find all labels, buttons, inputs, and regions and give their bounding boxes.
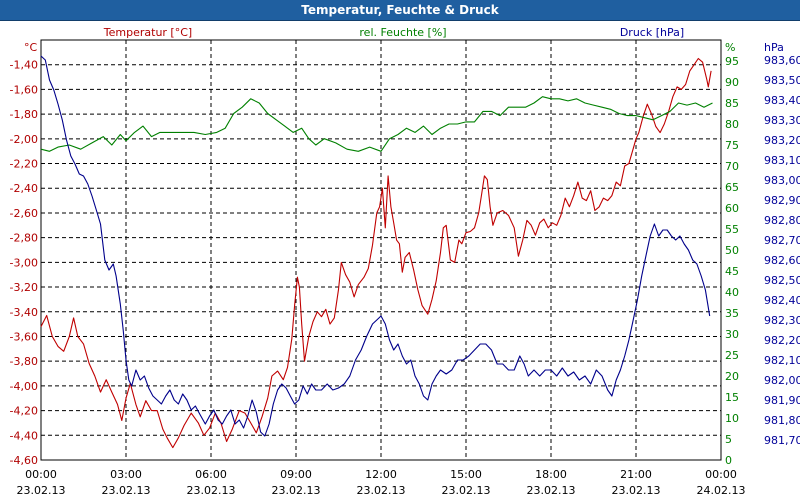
x-tick-time: 15:00: [450, 468, 482, 481]
humidity-tick-label: 15: [725, 391, 739, 404]
pressure-tick-label: 983,50: [764, 74, 800, 87]
temperature-tick-label: -3,40: [10, 306, 38, 319]
pressure-tick-label: 982,50: [764, 274, 800, 287]
pressure-tick-label: 981,70: [764, 434, 800, 447]
pressure-axis-label: Druck [hPa]: [620, 26, 684, 39]
axes: 00:00 23.02.13 03:00 23.02.13 06:00 23.02.13 0…: [10, 26, 800, 497]
humidity-series-line: [40, 96, 713, 152]
humidity-tick-label: 85: [725, 97, 739, 110]
humidity-tick-label: 0: [725, 454, 732, 467]
temperature-tick-label: -1,60: [10, 83, 38, 96]
temperature-tick-label: -3,60: [10, 330, 38, 343]
humidity-tick-label: 95: [725, 55, 739, 68]
pressure-tick-label: 983,20: [764, 134, 800, 147]
humidity-tick-label: 45: [725, 265, 739, 278]
temperature-tick-label: -2,40: [10, 182, 38, 195]
humidity-tick-label: 40: [725, 286, 739, 299]
temperature-tick-label: -4,40: [10, 429, 38, 442]
temperature-tick-label: -3,80: [10, 355, 38, 368]
temperature-axis-label: Temperatur [°C]: [103, 26, 192, 39]
humidity-tick-label: 80: [725, 118, 739, 131]
pressure-tick-label: 982,80: [764, 214, 800, 227]
x-tick-time: 00:00: [705, 468, 737, 481]
x-tick-time: 00:00: [25, 468, 57, 481]
temperature-series-line: [40, 57, 712, 449]
temperature-tick-label: -2,80: [10, 232, 38, 245]
humidity-tick-label: 65: [725, 181, 739, 194]
title-bar: Temperatur, Feuchte & Druck: [0, 0, 800, 21]
humidity-tick-label: 55: [725, 223, 739, 236]
temperature-tick-label: -4,20: [10, 405, 38, 418]
x-tick-date: 23.02.13: [357, 484, 406, 497]
x-tick-time: 21:00: [620, 468, 652, 481]
humidity-tick-label: 60: [725, 202, 739, 215]
temperature-tick-label: -4,60: [10, 454, 38, 467]
x-tick-date: 24.02.13: [697, 484, 746, 497]
pressure-tick-label: 982,40: [764, 294, 800, 307]
temperature-tick-label: -1,40: [10, 59, 38, 72]
x-tick-time: 18:00: [535, 468, 567, 481]
pressure-tick-label: 983,60: [764, 54, 800, 67]
x-tick-time: 03:00: [110, 468, 142, 481]
pressure-tick-label: 981,80: [764, 414, 800, 427]
pressure-tick-label: 982,90: [764, 194, 800, 207]
temperature-tick-label: -1,80: [10, 108, 38, 121]
pressure-series-line: [40, 55, 711, 437]
humidity-tick-label: 50: [725, 244, 739, 257]
x-tick-date: 23.02.13: [272, 484, 321, 497]
pressure-tick-label: 983,40: [764, 94, 800, 107]
humidity-tick-label: 20: [725, 370, 739, 383]
pressure-unit: hPa: [764, 41, 784, 54]
pressure-tick-label: 981,90: [764, 394, 800, 407]
humidity-tick-label: 5: [725, 433, 732, 446]
humidity-tick-label: 35: [725, 307, 739, 320]
temperature-tick-label: -2,00: [10, 133, 38, 146]
humidity-tick-label: 25: [725, 349, 739, 362]
pressure-tick-label: 982,60: [764, 254, 800, 267]
humidity-tick-label: 30: [725, 328, 739, 341]
pressure-tick-label: 983,10: [764, 154, 800, 167]
temperature-tick-label: -4,00: [10, 380, 38, 393]
pressure-tick-label: 983,30: [764, 114, 800, 127]
x-tick-time: 06:00: [195, 468, 227, 481]
x-tick-date: 23.02.13: [102, 484, 151, 497]
pressure-tick-label: 982,70: [764, 234, 800, 247]
temperature-unit: °C: [24, 41, 38, 54]
x-tick-date: 23.02.13: [442, 484, 491, 497]
humidity-tick-label: 10: [725, 412, 739, 425]
temperature-tick-label: -2,20: [10, 158, 38, 171]
temperature-tick-label: -2,60: [10, 207, 38, 220]
temperature-tick-label: -3,00: [10, 256, 38, 269]
humidity-tick-label: 75: [725, 139, 739, 152]
humidity-tick-label: 70: [725, 160, 739, 173]
x-tick-date: 23.02.13: [17, 484, 66, 497]
humidity-tick-label: 90: [725, 76, 739, 89]
series-lines: [40, 55, 713, 449]
x-tick-date: 23.02.13: [612, 484, 661, 497]
window-title: Temperatur, Feuchte & Druck: [301, 3, 499, 17]
x-tick-date: 23.02.13: [527, 484, 576, 497]
pressure-tick-label: 982,20: [764, 334, 800, 347]
x-tick-time: 12:00: [365, 468, 397, 481]
pressure-tick-label: 982,10: [764, 354, 800, 367]
pressure-tick-label: 983,00: [764, 174, 800, 187]
temperature-tick-label: -3,20: [10, 281, 38, 294]
x-tick-date: 23.02.13: [187, 484, 236, 497]
pressure-tick-label: 982,30: [764, 314, 800, 327]
humidity-unit: %: [725, 41, 735, 54]
humidity-axis-label: rel. Feuchte [%]: [359, 26, 446, 39]
pressure-tick-label: 982,00: [764, 374, 800, 387]
x-tick-time: 09:00: [280, 468, 312, 481]
